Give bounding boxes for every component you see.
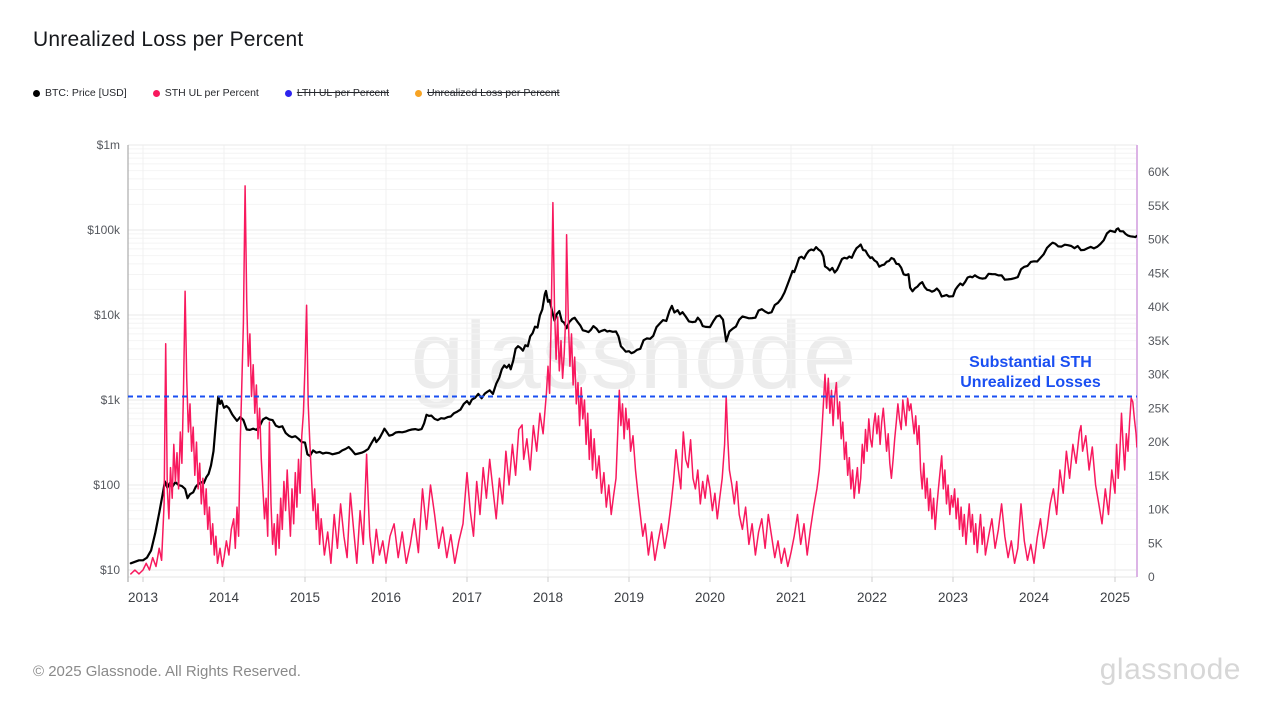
y-axis-right-labels: 60K 55K 50K 45K 40K 35K 30K 25K 20K 15K 10K 5K 0 [1148, 165, 1169, 584]
x-tick-label: 2013 [128, 590, 158, 605]
x-tick-label: 2023 [938, 590, 968, 605]
legend-item-sth-ul[interactable]: STH UL per Percent [152, 87, 259, 99]
minor-gridlines [128, 148, 1137, 545]
legend-item-btc-price[interactable]: BTC: Price [USD] [33, 87, 127, 99]
x-tick-label: 2014 [209, 590, 240, 605]
y-left-tick-label: $1m [97, 138, 120, 152]
unrealized-loss-dot-icon [415, 89, 423, 97]
annotation-substantial-sth-losses: Substantial STH Unrealized Losses [928, 353, 1133, 393]
sth-ul-dot-icon [152, 89, 160, 97]
y-right-tick-label: 20K [1148, 435, 1169, 449]
x-tick-label: 2022 [857, 590, 887, 605]
y-left-tick-label: $1k [101, 393, 121, 407]
y-right-tick-label: 0 [1148, 570, 1155, 584]
legend-label: STH UL per Percent [164, 87, 259, 99]
y-right-tick-label: 10K [1148, 503, 1169, 517]
x-axis-labels: 2013 2014 2015 2016 2017 2018 2019 2020 2021 2022… [128, 590, 1130, 605]
y-right-tick-label: 25K [1148, 401, 1169, 415]
y-right-tick-label: 45K [1148, 266, 1169, 280]
y-right-tick-label: 60K [1148, 165, 1169, 179]
x-tick-label: 2025 [1100, 590, 1130, 605]
x-tick-label: 2015 [290, 590, 320, 605]
x-tick-label: 2020 [695, 590, 725, 605]
x-tick-label: 2019 [614, 590, 644, 605]
sth-ul-line [130, 185, 1137, 575]
y-left-tick-label: $10 [100, 563, 120, 577]
y-right-tick-label: 30K [1148, 368, 1169, 382]
y-right-tick-label: 55K [1148, 199, 1169, 213]
y-right-tick-label: 40K [1148, 300, 1169, 314]
y-right-tick-label: 15K [1148, 469, 1169, 483]
lth-ul-dot-icon [284, 89, 292, 97]
legend-label: BTC: Price [USD] [45, 87, 127, 99]
chart-legend: BTC: Price [USD] STH UL per Percent LTH … [33, 87, 560, 99]
y-left-tick-label: $10k [94, 308, 121, 322]
y-right-tick-label: 50K [1148, 233, 1169, 247]
legend-label: LTH UL per Percent [296, 87, 390, 99]
glassnode-logo: glassnode [1099, 653, 1241, 686]
x-tick-label: 2018 [533, 590, 563, 605]
y-left-tick-label: $100k [87, 223, 121, 237]
y-axis-left-labels: $1m $100k $10k $1k $100 $10 [87, 138, 121, 577]
x-tick-label: 2017 [452, 590, 482, 605]
annotation-line1: Substantial STH [969, 354, 1092, 371]
y-right-tick-label: 5K [1148, 536, 1163, 550]
btc-price-dot-icon [33, 89, 40, 97]
page-title: Unrealized Loss per Percent [33, 28, 304, 51]
y-left-tick-label: $100 [93, 478, 120, 492]
legend-item-unrealized-loss[interactable]: Unrealized Loss per Percent [415, 87, 560, 99]
x-tick-label: 2016 [371, 590, 401, 605]
annotation-line2: Unrealized Losses [960, 374, 1101, 391]
legend-label: Unrealized Loss per Percent [427, 87, 560, 99]
x-tick-label: 2024 [1019, 590, 1050, 605]
y-right-tick-label: 35K [1148, 334, 1169, 348]
btc-price-line [129, 227, 1137, 565]
copyright-text: © 2025 Glassnode. All Rights Reserved. [33, 663, 301, 680]
legend-item-lth-ul[interactable]: LTH UL per Percent [284, 87, 390, 99]
year-gridlines [142, 145, 1116, 577]
series-layer [129, 185, 1137, 575]
x-tick-label: 2021 [776, 590, 806, 605]
